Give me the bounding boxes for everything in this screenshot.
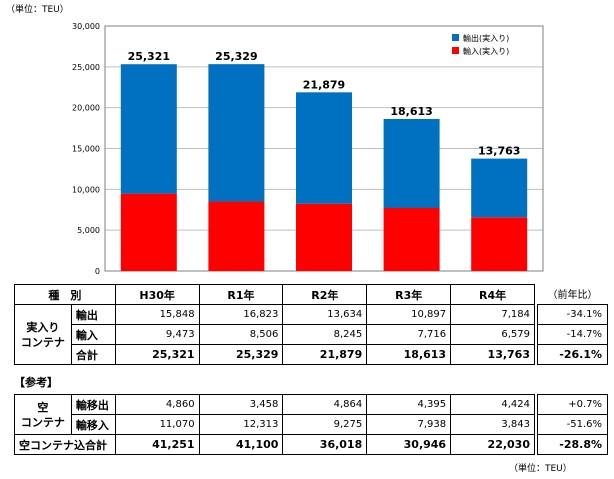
- header-year: R4年: [450, 284, 535, 305]
- bar-total-label: 18,613: [390, 105, 432, 118]
- table-row: 輸移入 11,070 12,313 9,275 7,938 3,843: [15, 414, 535, 435]
- table-cell: 16,823: [198, 304, 284, 325]
- bar-import: [383, 207, 440, 271]
- row-label: 空コンテナ込合計: [14, 434, 116, 455]
- row-label: 輸移入: [70, 414, 116, 435]
- table-cell: 13,634: [282, 304, 368, 325]
- table-cell: 6,579: [450, 324, 535, 345]
- table-cell: 9,275: [282, 414, 368, 435]
- table-cell: 13,763: [450, 344, 535, 365]
- unit-label-bottom: （単位：TEU）: [509, 464, 572, 474]
- row-label: 輸出: [70, 304, 116, 325]
- y-tick-label: 0: [95, 267, 100, 276]
- header-year: H30年: [114, 284, 200, 305]
- bar-import: [208, 201, 265, 271]
- table-cell: 4,395: [366, 394, 452, 415]
- y-tick-label: 25,000: [72, 63, 100, 72]
- stacked-bar-chart: 0 5,000 10,000 15,000 20,000 25,000 30,000 25,3…: [72, 22, 544, 276]
- group-label-full: 実入り コンテナ: [14, 304, 72, 365]
- table-cell: 36,018: [282, 434, 368, 455]
- table-cell: 4,864: [282, 394, 368, 415]
- legend-label: 輸出(実入り): [463, 33, 509, 43]
- bar-export: [208, 64, 265, 202]
- bar-export: [471, 158, 528, 218]
- bar-export: [120, 64, 177, 194]
- bar-total-label: 25,321: [128, 50, 170, 63]
- bar-total-label: 25,329: [215, 50, 257, 63]
- table-cell: 4,424: [450, 394, 535, 415]
- rate-table-empty: +0.7% -51.6% -28.8%: [537, 394, 608, 455]
- table-cell: 41,251: [114, 434, 200, 455]
- header-category: 種 別: [14, 284, 116, 305]
- rate-cell: -34.1%: [537, 303, 608, 325]
- y-tick-label: 20,000: [72, 104, 100, 113]
- table-cell: 10,897: [366, 304, 452, 325]
- rate-cell: -51.6%: [537, 414, 608, 435]
- data-table: 種 別 H30年 R1年 R2年 R3年 R4年 実入り コンテナ 輸出 15,…: [14, 284, 535, 365]
- table-header-row: 種 別 H30年 R1年 R2年 R3年 R4年: [14, 284, 535, 305]
- row-label: 輸入: [70, 324, 116, 345]
- table-row: 空 コンテナ 輸移出 4,860 3,458 4,864 4,395 4,424: [14, 394, 535, 435]
- table-cell: 7,938: [366, 414, 452, 435]
- y-tick-label: 30,000: [72, 22, 100, 31]
- table-cell: 30,946: [366, 434, 452, 455]
- table-cell: 8,506: [198, 324, 284, 345]
- table-cell: 4,860: [114, 394, 200, 415]
- reference-table: 空 コンテナ 輸移出 4,860 3,458 4,864 4,395 4,424…: [14, 394, 535, 455]
- group-label-empty: 空 コンテナ: [14, 394, 72, 435]
- rate-cell: -14.7%: [537, 323, 608, 345]
- table-cell: 18,613: [366, 344, 452, 365]
- bar-total-label: 13,763: [478, 145, 520, 158]
- table-cell: 21,879: [282, 344, 368, 365]
- y-tick-label: 10,000: [72, 185, 100, 194]
- bar-import: [471, 217, 528, 271]
- rate-table-full: （前年比） -34.1% -14.7% -26.1%: [537, 284, 608, 365]
- legend-label: 輸入(実入り): [463, 46, 509, 56]
- header-year: R3年: [366, 284, 452, 305]
- header-year: R2年: [282, 284, 368, 305]
- bar-export: [383, 118, 440, 208]
- rate-header: （前年比）: [547, 290, 598, 302]
- table-cell: 12,313: [198, 414, 284, 435]
- table-cell: 7,716: [366, 324, 452, 345]
- rate-cell: +0.7%: [537, 394, 608, 415]
- row-label: 輸移出: [70, 394, 116, 415]
- table-cell: 8,245: [282, 324, 368, 345]
- bar-export: [296, 92, 352, 204]
- table-row: 合計 25,321 25,329 21,879 18,613 13,763: [15, 344, 535, 365]
- table-row: 空コンテナ込合計 41,251 41,100 36,018 30,946 22,…: [14, 434, 535, 455]
- bar-import: [296, 203, 352, 271]
- table-cell: 11,070: [114, 414, 200, 435]
- reference-label: 【参考】: [14, 376, 58, 389]
- header-year: R1年: [198, 284, 284, 305]
- table-cell: 22,030: [450, 434, 535, 455]
- rate-cell: -26.1%: [537, 343, 608, 365]
- y-tick-label: 15,000: [72, 145, 100, 154]
- table-cell: 7,184: [450, 304, 535, 325]
- table-row: 実入り コンテナ 輸出 15,848 16,823 13,634 10,897 …: [14, 304, 535, 365]
- table-cell: 25,329: [198, 344, 284, 365]
- table-cell: 3,843: [450, 414, 535, 435]
- legend-swatch: [452, 34, 459, 41]
- table-cell: 3,458: [198, 394, 284, 415]
- unit-label-top: （単位：TEU）: [6, 5, 69, 15]
- table-cell: 41,100: [198, 434, 284, 455]
- rate-cell: -28.8%: [537, 434, 608, 455]
- table-cell: 25,321: [114, 344, 200, 365]
- table-cell: 15,848: [114, 304, 200, 325]
- bar-total-label: 21,879: [303, 78, 345, 91]
- table-cell: 9,473: [114, 324, 200, 345]
- table-row: 輸入 9,473 8,506 8,245 7,716 6,579: [15, 324, 535, 345]
- legend-swatch: [452, 47, 459, 54]
- row-label: 合計: [70, 344, 116, 365]
- y-tick-label: 5,000: [77, 226, 100, 235]
- bar-import: [120, 193, 177, 271]
